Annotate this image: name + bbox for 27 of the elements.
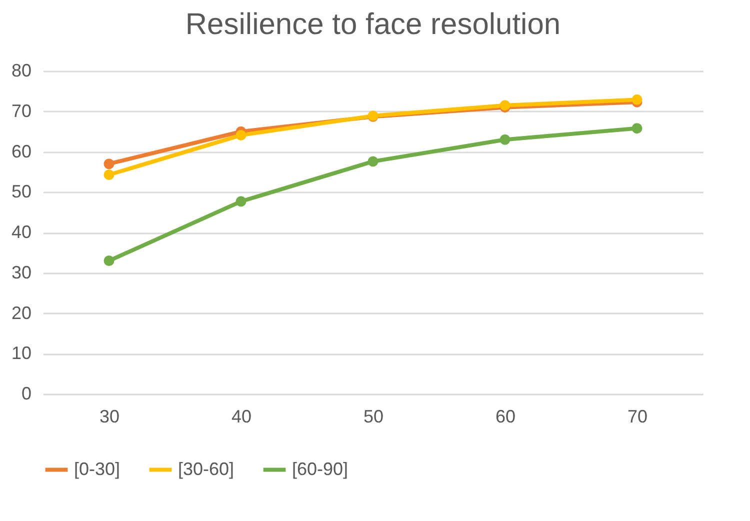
y-tick-label: 30 xyxy=(11,262,32,282)
legend-label: [0-30] xyxy=(74,458,120,479)
point xyxy=(104,158,114,170)
y-tick-label: 10 xyxy=(11,343,32,364)
y-tick-label: 70 xyxy=(11,100,32,121)
y-tick-label: 0 xyxy=(21,384,32,404)
point xyxy=(236,130,246,140)
x-tick-label: 60 xyxy=(495,406,516,426)
x-tick-label: 50 xyxy=(363,406,384,426)
legend-label: [30-60] xyxy=(178,458,234,479)
point xyxy=(104,170,114,180)
y-tick-label: 20 xyxy=(11,302,32,323)
point xyxy=(104,256,114,266)
legend-label: [60-90] xyxy=(292,458,348,479)
y-tick-label: 80 xyxy=(11,60,32,80)
x-tick-label: 70 xyxy=(627,406,648,426)
y-tick-label: 60 xyxy=(11,141,32,162)
y-tick-label: 40 xyxy=(11,222,32,242)
chart-title: Resilience to face resolution xyxy=(185,8,561,41)
point xyxy=(368,156,378,167)
x-tick-label: 40 xyxy=(231,406,252,426)
point xyxy=(632,123,642,134)
point xyxy=(236,196,246,207)
point xyxy=(500,134,510,145)
point xyxy=(632,94,642,105)
y-tick-label: 50 xyxy=(11,182,32,202)
x-tick-label: 30 xyxy=(99,406,120,426)
